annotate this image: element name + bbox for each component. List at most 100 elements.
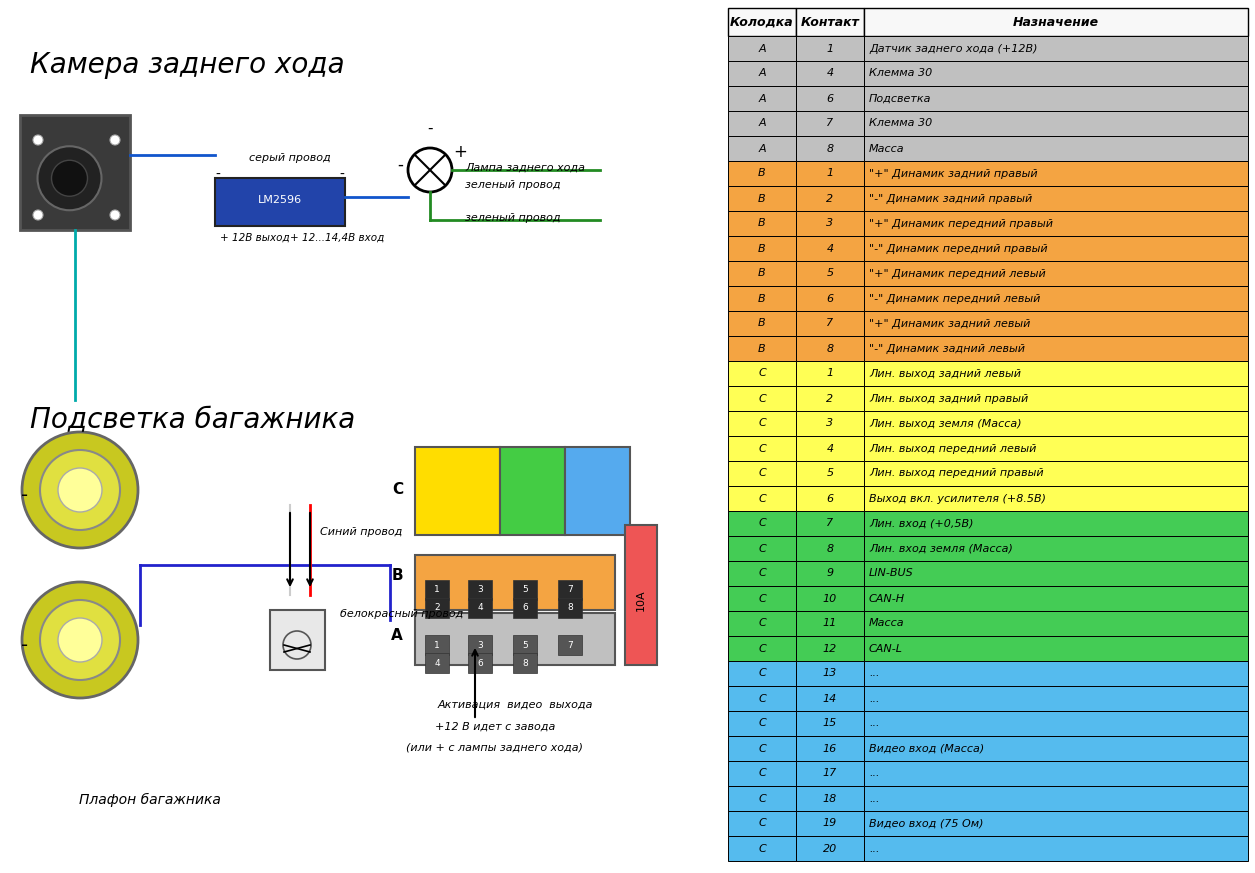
Bar: [863, 511, 1247, 536]
Text: 6: 6: [477, 658, 483, 668]
Text: 1: 1: [827, 168, 833, 178]
Text: 8: 8: [827, 544, 833, 553]
Text: 6: 6: [522, 603, 528, 613]
Bar: [796, 786, 863, 811]
Text: B: B: [758, 218, 766, 229]
Text: 18: 18: [823, 794, 837, 803]
Bar: [728, 736, 796, 761]
Text: (или + с лампы заднего хода): (или + с лампы заднего хода): [407, 742, 584, 752]
Bar: [728, 61, 796, 86]
Bar: [215, 178, 345, 226]
Text: A: A: [758, 44, 766, 53]
Text: C: C: [758, 418, 766, 429]
Bar: [728, 586, 796, 611]
Bar: [863, 61, 1247, 86]
Text: Видео вход (75 Ом): Видео вход (75 Ом): [868, 819, 984, 828]
Text: C: C: [758, 368, 766, 379]
Bar: [468, 653, 492, 673]
Text: +: +: [453, 143, 467, 161]
Bar: [863, 211, 1247, 236]
Bar: [796, 561, 863, 586]
Circle shape: [33, 210, 43, 220]
Text: 9: 9: [827, 568, 833, 579]
Bar: [728, 211, 796, 236]
Bar: [468, 635, 492, 655]
Text: 5: 5: [522, 586, 528, 595]
Text: Клемма 30: Клемма 30: [868, 119, 932, 128]
Text: 10: 10: [823, 594, 837, 603]
Text: + 12В выход: + 12В выход: [220, 233, 290, 243]
Text: 17: 17: [823, 768, 837, 779]
Bar: [796, 136, 863, 161]
Text: Выход вкл. усилителя (+8.5В): Выход вкл. усилителя (+8.5В): [868, 493, 1045, 504]
Text: 4: 4: [477, 603, 483, 613]
Bar: [796, 636, 863, 661]
Text: 2: 2: [827, 394, 833, 403]
Text: 8: 8: [827, 343, 833, 354]
Bar: [728, 386, 796, 411]
Bar: [513, 598, 537, 618]
Bar: [796, 61, 863, 86]
Bar: [728, 361, 796, 386]
Bar: [728, 36, 796, 61]
Bar: [728, 8, 796, 36]
Bar: [796, 761, 863, 786]
Bar: [796, 736, 863, 761]
Bar: [499, 447, 565, 535]
Bar: [796, 811, 863, 836]
Text: 19: 19: [823, 819, 837, 828]
Text: C: C: [392, 483, 403, 498]
Text: 6: 6: [827, 293, 833, 304]
Text: 20: 20: [823, 843, 837, 854]
Bar: [728, 286, 796, 311]
Bar: [796, 511, 863, 536]
Text: B: B: [758, 194, 766, 203]
Bar: [728, 236, 796, 261]
Text: 5: 5: [522, 641, 528, 650]
Bar: [863, 111, 1247, 136]
Circle shape: [51, 161, 88, 196]
Bar: [796, 711, 863, 736]
Text: C: C: [758, 568, 766, 579]
Bar: [863, 161, 1247, 186]
Bar: [796, 386, 863, 411]
Text: -: -: [21, 485, 29, 505]
Circle shape: [40, 450, 120, 530]
Text: B: B: [758, 244, 766, 253]
Circle shape: [58, 468, 102, 512]
Text: -: -: [216, 168, 221, 182]
Text: B: B: [758, 343, 766, 354]
Bar: [863, 461, 1247, 486]
Text: C: C: [758, 744, 766, 753]
Bar: [863, 86, 1247, 111]
Text: B: B: [758, 319, 766, 328]
Text: C: C: [758, 594, 766, 603]
Text: 4: 4: [827, 443, 833, 453]
Bar: [728, 486, 796, 511]
Text: 4: 4: [827, 68, 833, 79]
Text: A: A: [758, 119, 766, 128]
Text: 14: 14: [823, 693, 837, 704]
Text: C: C: [758, 669, 766, 678]
Bar: [625, 525, 658, 665]
Bar: [728, 811, 796, 836]
Text: 1: 1: [827, 368, 833, 379]
Text: Подсветка: Подсветка: [868, 93, 931, 104]
Bar: [863, 636, 1247, 661]
Bar: [728, 311, 796, 336]
Text: A: A: [392, 628, 403, 643]
Bar: [425, 598, 449, 618]
Bar: [425, 653, 449, 673]
Bar: [728, 686, 796, 711]
Text: C: C: [758, 493, 766, 504]
Text: 3: 3: [827, 418, 833, 429]
Text: зеленый провод: зеленый провод: [466, 180, 561, 190]
Bar: [20, 115, 131, 230]
Bar: [863, 761, 1247, 786]
Text: C: C: [758, 718, 766, 728]
Bar: [863, 536, 1247, 561]
Text: Лампа заднего хода: Лампа заднего хода: [466, 163, 585, 173]
Bar: [863, 611, 1247, 636]
Bar: [796, 586, 863, 611]
Text: "+" Динамик передний правый: "+" Динамик передний правый: [868, 218, 1053, 229]
